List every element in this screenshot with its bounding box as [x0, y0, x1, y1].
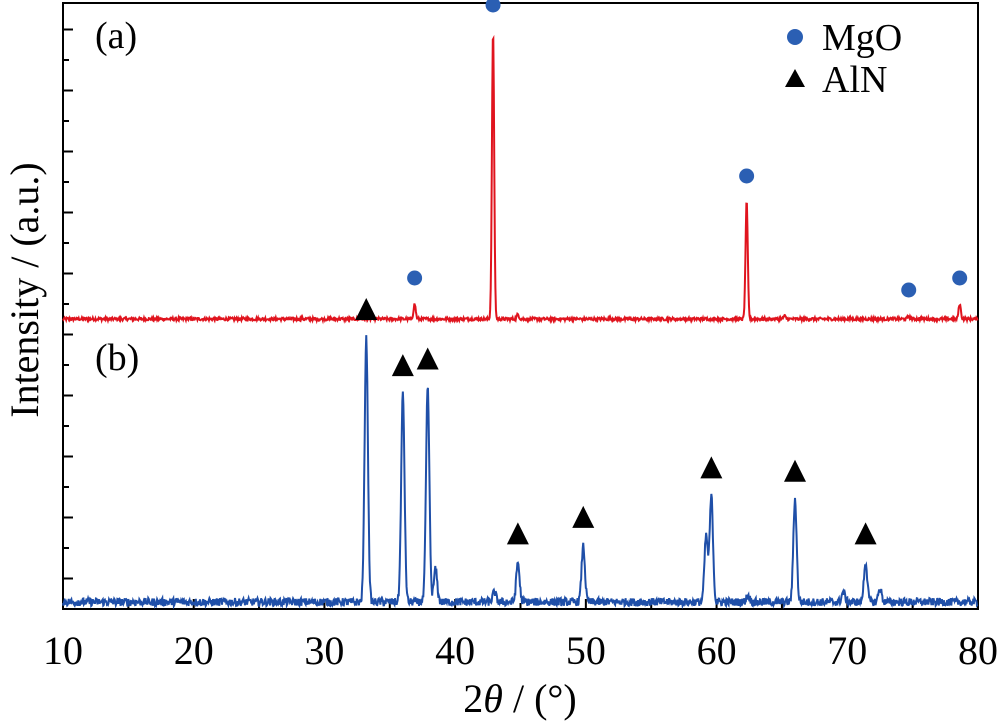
series-a: [62, 34, 979, 325]
panel-label-a: (a): [95, 15, 137, 57]
aln-marker: [784, 459, 806, 482]
series-line: [62, 335, 979, 610]
x-axis-label-prefix: 2: [463, 676, 483, 721]
series-line: [62, 34, 979, 325]
aln-marker: [416, 347, 439, 370]
aln-marker: [854, 522, 877, 545]
aln-marker: [506, 522, 529, 545]
x-tick-label: 20: [174, 628, 214, 673]
series-b: [62, 335, 979, 610]
phase-markers: [355, 0, 968, 545]
legend: MgO AlN: [785, 17, 902, 101]
mgo-marker: [485, 0, 501, 13]
legend-mgo-circle-icon: [787, 29, 803, 45]
x-tick-label: 30: [304, 628, 344, 673]
x-tick-label: 10: [43, 628, 83, 673]
aln-marker: [391, 354, 414, 377]
aln-marker: [572, 505, 595, 528]
legend-aln-triangle-icon: [785, 69, 805, 87]
legend-mgo-label: MgO: [822, 17, 902, 59]
x-tick-label: 40: [435, 628, 475, 673]
x-axis-label-theta: θ: [483, 676, 503, 721]
mgo-marker: [407, 270, 423, 286]
x-axis-label: 2θ / (°): [463, 676, 576, 721]
x-tick-label: 50: [566, 628, 606, 673]
x-tick-label: 80: [958, 628, 998, 673]
x-tick-labels: 10 20 30 40 50 60 70 80: [43, 628, 998, 673]
legend-aln-label: AlN: [822, 59, 887, 101]
mgo-marker: [952, 270, 968, 286]
x-tick-label: 60: [697, 628, 737, 673]
aln-marker: [355, 298, 378, 320]
x-axis-label-suffix: / (°): [503, 676, 577, 721]
mgo-marker: [739, 168, 755, 184]
mgo-marker: [901, 282, 917, 298]
y-axis-label: Intensity / (a.u.): [2, 162, 47, 418]
x-tick-label: 70: [827, 628, 867, 673]
aln-marker: [700, 456, 723, 479]
panel-label-b: (b): [95, 337, 139, 379]
